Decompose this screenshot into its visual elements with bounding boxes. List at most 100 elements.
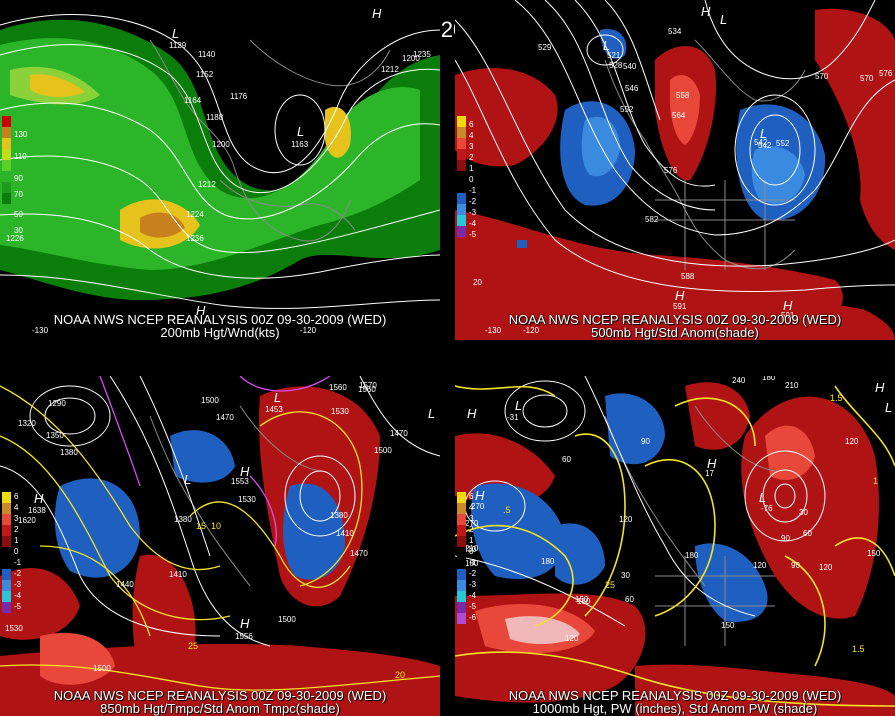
edge-value: -120: [523, 326, 540, 335]
height-contours: [0, 14, 440, 309]
legend-label: 2: [469, 153, 474, 162]
contour-label: 1530: [5, 624, 23, 633]
anomaly-negative: [605, 393, 665, 465]
contour-label: 1440: [116, 580, 134, 589]
temperature-label: 10: [211, 521, 221, 531]
contour-label: 1290: [48, 399, 66, 408]
contour-label: 570: [860, 74, 874, 83]
contour-label: 120: [565, 634, 579, 643]
contour-label: 576: [879, 69, 893, 78]
high-marker: H: [196, 303, 206, 318]
pw-label: 1: [873, 476, 878, 486]
legend-label: 130: [14, 130, 28, 139]
contour-label: 1500: [201, 396, 219, 405]
anomaly-positive: [0, 567, 80, 640]
temperature-contours: [0, 385, 440, 691]
anomaly-max: [505, 616, 580, 645]
anomaly-positive: [455, 210, 843, 340]
legend-label: -4: [469, 219, 477, 228]
anomaly-negative: [471, 483, 565, 580]
contour-label: 1620: [18, 516, 36, 525]
contour-label: 1212: [381, 65, 399, 74]
high-marker: H: [240, 616, 250, 631]
low-marker: L: [172, 26, 179, 41]
legend-label: 90: [14, 174, 23, 183]
legend-label: -1: [469, 558, 477, 567]
legend-label: 6: [469, 120, 474, 129]
contour-label: 1140: [198, 50, 216, 59]
contour-label: 540: [623, 62, 637, 71]
contour-label: 564: [672, 111, 686, 120]
edge-value: -130: [32, 326, 49, 335]
legend-label: 3: [469, 142, 474, 151]
map-200mb: 1140 1152 1164 1176 1188 1200 1212 1224 …: [0, 0, 440, 340]
map-850mb: 1500 1470 1560 1530 1290 1320 1350 1380 …: [0, 376, 440, 716]
legend-label: 1: [14, 536, 19, 545]
legend-label: 2: [469, 525, 474, 534]
anomaly-negative: [600, 29, 627, 59]
legend-label: -3: [14, 580, 22, 589]
contour-label: 30: [621, 571, 630, 580]
low-marker: L: [428, 406, 435, 421]
height-contours: [455, 0, 895, 293]
contour-label: 210: [463, 545, 477, 554]
contour-label: 1212: [198, 180, 216, 189]
coastlines: [149, 405, 321, 587]
contour-label: 552: [620, 105, 634, 114]
anomaly-negative: [54, 478, 140, 578]
legend-label: -2: [469, 197, 477, 206]
contour-label: 542: [754, 138, 768, 147]
extremum-value: 1129: [169, 41, 187, 50]
pw-label: 1.5: [830, 393, 843, 403]
contour-label: 1560: [329, 383, 347, 392]
contour-label: 1236: [186, 234, 204, 243]
coastlines: [604, 39, 806, 270]
legend-label: 4: [469, 503, 474, 512]
legend-label: 6: [469, 492, 474, 501]
contour-label: 150: [867, 549, 881, 558]
contour-label: 1188: [206, 113, 224, 122]
contour-label: 150: [575, 595, 589, 604]
contour-label: 588: [681, 272, 695, 281]
low-marker: L: [885, 400, 892, 415]
contour-label: 1380: [60, 448, 78, 457]
caption-line2: 1000mb Hgt, PW (inches), Std Anom PW (sh…: [532, 701, 818, 716]
legend-label: -3: [469, 580, 477, 589]
contour-label: 210: [465, 544, 479, 553]
contour-label: 90: [791, 561, 800, 570]
caption-line1: NOAA NWS NCEP REANALYSIS 00Z 09-30-2009 …: [53, 312, 387, 327]
pw-contours: [455, 385, 895, 707]
contour-label: 1224: [186, 210, 204, 219]
legend-label: 0: [469, 547, 474, 556]
contour-label: 1164: [184, 96, 202, 105]
anomaly-negative: [555, 523, 605, 585]
anomaly-negative: [283, 483, 345, 580]
extremum-value: 591: [673, 302, 687, 311]
legend-label: 110: [14, 152, 27, 161]
legend-label: 1: [469, 536, 474, 545]
height-contours: [455, 376, 826, 627]
high-marker: H: [875, 380, 885, 395]
contour-label: 120: [619, 515, 633, 524]
contour-label: 60: [625, 595, 634, 604]
legend-label: -5: [469, 230, 477, 239]
contour-label: 546: [625, 84, 639, 93]
height-contours: [0, 376, 440, 647]
contour-label: 60: [803, 529, 812, 538]
high-marker: H: [34, 491, 44, 506]
low-marker: L: [720, 12, 727, 27]
extremum-value: 1453: [265, 405, 283, 414]
legend-label: 3: [469, 514, 474, 523]
contour-label: 90: [781, 534, 790, 543]
high-marker: H: [467, 406, 477, 421]
legend-label: 0: [469, 175, 474, 184]
contour-label: 30: [799, 508, 808, 517]
contour-label: 1500: [278, 615, 296, 624]
low-marker: L: [297, 124, 304, 139]
contour-label: 1350: [46, 431, 64, 440]
contour-label: 1530: [331, 407, 349, 416]
legend-label: 6: [14, 492, 19, 501]
legend-850mb: 6 4 3 2 1 0 -1 -2 -3 -4 -5: [2, 492, 21, 613]
pw-label: .5: [503, 505, 511, 515]
contour-label: 1470: [350, 549, 368, 558]
